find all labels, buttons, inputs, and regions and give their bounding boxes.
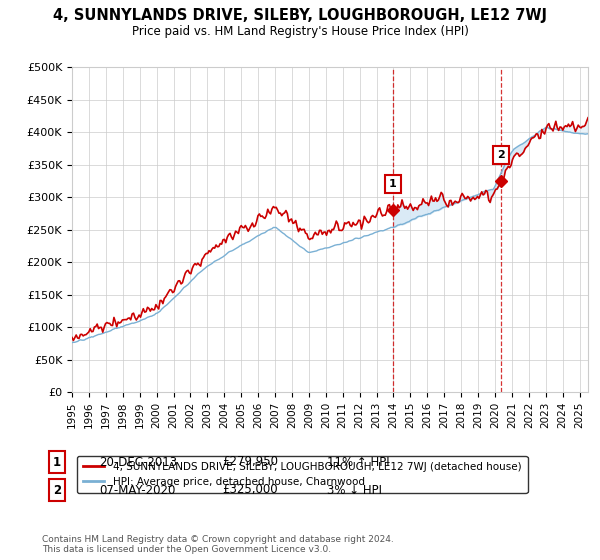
Text: 1: 1 bbox=[389, 179, 397, 189]
Text: Contains HM Land Registry data © Crown copyright and database right 2024.
This d: Contains HM Land Registry data © Crown c… bbox=[42, 535, 394, 554]
Text: 1: 1 bbox=[53, 455, 61, 469]
Text: 3% ↓ HPI: 3% ↓ HPI bbox=[327, 483, 382, 497]
Text: 20-DEC-2013: 20-DEC-2013 bbox=[99, 455, 177, 469]
Legend: 4, SUNNYLANDS DRIVE, SILEBY, LOUGHBOROUGH, LE12 7WJ (detached house), HPI: Avera: 4, SUNNYLANDS DRIVE, SILEBY, LOUGHBOROUG… bbox=[77, 456, 527, 493]
Text: £279,950: £279,950 bbox=[222, 455, 278, 469]
Text: 07-MAY-2020: 07-MAY-2020 bbox=[99, 483, 175, 497]
Text: £325,000: £325,000 bbox=[222, 483, 278, 497]
Text: 11% ↑ HPI: 11% ↑ HPI bbox=[327, 455, 389, 469]
Text: 4, SUNNYLANDS DRIVE, SILEBY, LOUGHBOROUGH, LE12 7WJ: 4, SUNNYLANDS DRIVE, SILEBY, LOUGHBOROUG… bbox=[53, 8, 547, 24]
Text: 2: 2 bbox=[53, 483, 61, 497]
Text: 2: 2 bbox=[497, 150, 505, 160]
Text: Price paid vs. HM Land Registry's House Price Index (HPI): Price paid vs. HM Land Registry's House … bbox=[131, 25, 469, 38]
